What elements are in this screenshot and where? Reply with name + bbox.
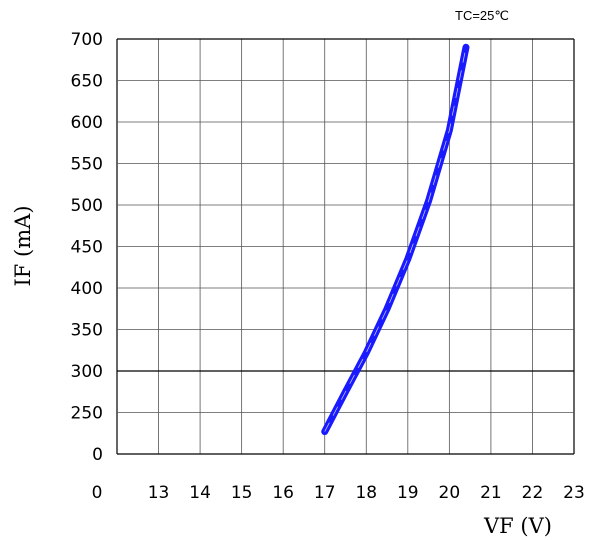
y-tick-label: 0 xyxy=(92,445,103,465)
x-tick-label: 23 xyxy=(563,483,585,503)
y-tick-label: 250 xyxy=(71,404,103,424)
condition-label: TC=25℃ xyxy=(455,8,509,23)
x-tick-label: 21 xyxy=(480,483,502,503)
y-tick-label: 550 xyxy=(71,155,103,175)
x-tick-label: 13 xyxy=(148,483,170,503)
x-tick-label: 0 xyxy=(92,483,103,503)
y-tick-label: 400 xyxy=(71,279,103,299)
x-tick-label: 16 xyxy=(272,483,294,503)
y-tick-label: 350 xyxy=(71,321,103,341)
y-tick-label: 500 xyxy=(71,196,103,216)
y-tick-label: 450 xyxy=(71,238,103,258)
series-layer xyxy=(321,43,470,436)
y-tick-label: 600 xyxy=(71,113,103,133)
x-tick-label: 19 xyxy=(397,483,419,503)
x-tick-label: 17 xyxy=(314,483,336,503)
series-line-highlight xyxy=(324,47,467,432)
tick-labels: 0 13 14 15 16 17 18 19 20 21 22 23 0 250 300 350 400 450 5… xyxy=(71,30,585,503)
y-tick-label: 700 xyxy=(71,30,103,50)
x-tick-label: 20 xyxy=(439,483,461,503)
x-axis-title: VF (V) xyxy=(483,514,552,538)
x-tick-label: 15 xyxy=(231,483,253,503)
series-line xyxy=(321,43,470,436)
y-tick-label: 300 xyxy=(71,362,103,382)
x-tick-label: 18 xyxy=(355,483,377,503)
grid xyxy=(116,38,575,455)
x-tick-label: 14 xyxy=(189,483,211,503)
y-axis-title: IF (mA) xyxy=(11,205,35,286)
x-tick-label: 22 xyxy=(522,483,544,503)
y-tick-label: 650 xyxy=(71,72,103,92)
